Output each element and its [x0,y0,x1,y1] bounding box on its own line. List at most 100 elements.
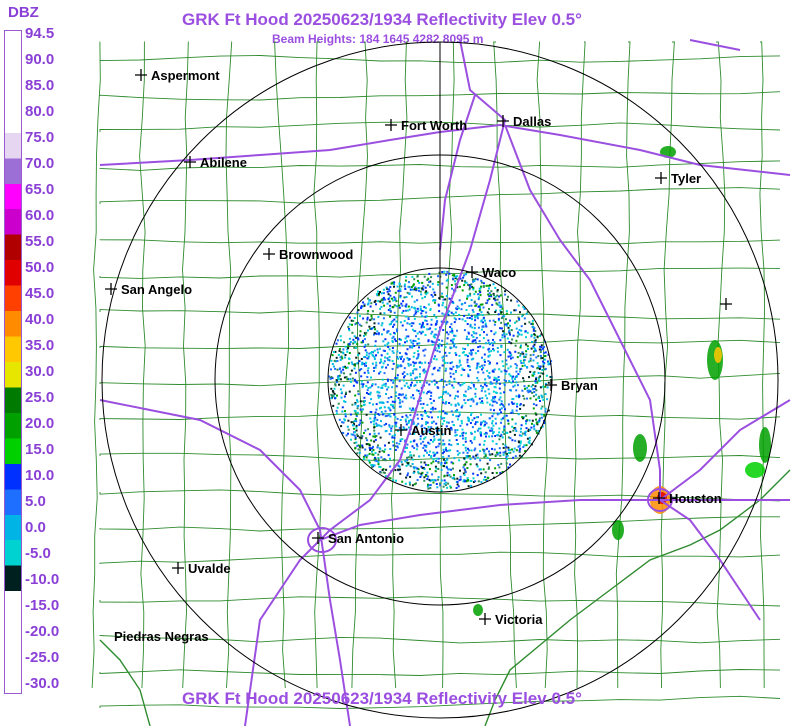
echo-pixel [413,288,416,291]
echo-pixel [536,367,539,370]
echo-pixel [457,402,460,405]
echo-pixel [363,432,365,434]
echo-pixel [468,449,471,452]
echo-pixel [428,450,431,453]
echo-pixel [355,441,358,444]
echo-pixel [414,287,416,290]
echo-pixel [487,355,490,358]
echo-pixel [369,305,372,308]
echo-pixel [493,378,496,381]
echo-pixel [500,345,503,348]
echo-pixel [462,351,465,354]
echo-pixel [413,470,416,473]
echo-pixel [434,465,437,468]
echo-pixel [371,310,374,313]
echo-pixel [519,352,522,355]
echo-pixel [386,378,389,381]
echo-pixel [456,275,459,278]
echo-pixel [446,278,449,281]
echo-pixel [501,471,504,473]
echo-pixel [491,382,494,385]
echo-pixel [537,365,540,368]
echo-pixel [484,476,486,478]
echo-pixel [483,452,486,455]
echo-pixel [373,426,376,429]
echo-pixel [497,464,500,466]
echo-pixel [423,437,425,440]
echo-pixel [493,397,496,400]
echo-pixel [405,296,408,299]
echo-pixel [479,345,482,348]
echo-pixel [344,413,347,416]
echo-pixel [360,341,363,344]
echo-pixel [501,307,504,310]
echo-pixel [438,396,441,399]
echo-pixel [414,384,417,387]
echo-pixel [478,340,481,343]
echo-pixel [394,340,397,342]
echo-pixel [428,431,431,434]
echo-pixel [435,457,438,460]
echo-pixel [379,308,382,310]
county-line [99,516,780,532]
echo-pixel [472,472,475,475]
echo-pixel [372,403,375,406]
echo-pixel [399,352,401,354]
echo-pixel [494,400,497,403]
echo-pixel [483,383,486,386]
echo-pixel [542,385,545,388]
echo-pixel [410,378,413,381]
echo-pixel [399,356,402,359]
echo-pixel [443,417,446,419]
echo-pixel [417,355,420,358]
echo-pixel [472,310,475,313]
echo-pixel [440,489,443,492]
echo-pixel [464,348,467,350]
echo-pixel [377,386,380,389]
echo-pixel [381,322,384,325]
echo-pixel [503,425,506,428]
echo-pixel [403,376,405,379]
echo-pixel [474,339,477,342]
echo-pixel [454,334,457,337]
echo-pixel [416,350,419,353]
echo-pixel [543,346,545,348]
echo-pixel [362,457,365,460]
echo-pixel [376,348,379,351]
echo-pixel [453,343,456,346]
echo-pixel [434,407,437,410]
echo-pixel [470,480,473,482]
echo-pixel [420,465,423,468]
echo-pixel [464,480,467,483]
echo-pixel [532,345,535,348]
echo-pixel [369,386,372,389]
echo-pixel [342,352,345,355]
echo-pixel [509,333,511,336]
echo-pixel [518,444,521,447]
echo-pixel [510,299,513,302]
echo-pixel [430,380,433,383]
echo-pixel [383,360,386,363]
city-label: Aspermont [151,68,220,83]
echo-pixel [411,288,414,291]
echo-pixel [353,340,356,343]
echo-pixel [418,323,421,326]
echo-pixel [398,282,401,285]
echo-pixel [479,423,482,426]
echo-pixel [543,362,546,365]
echo-pixel [477,326,480,329]
echo-pixel [354,403,357,406]
echo-pixel [351,323,353,326]
echo-pixel [394,469,397,472]
echo-pixel [413,447,416,449]
echo-pixel [453,457,456,460]
echo-pixel [472,335,475,338]
echo-pixel [392,351,395,354]
echo-pixel [336,368,339,371]
echo-pixel [470,431,472,434]
echo-pixel [484,390,487,393]
echo-pixel [375,354,377,357]
echo-pixel [395,300,398,303]
legend-label: 80.0 [25,103,55,120]
echo-pixel [508,341,511,343]
